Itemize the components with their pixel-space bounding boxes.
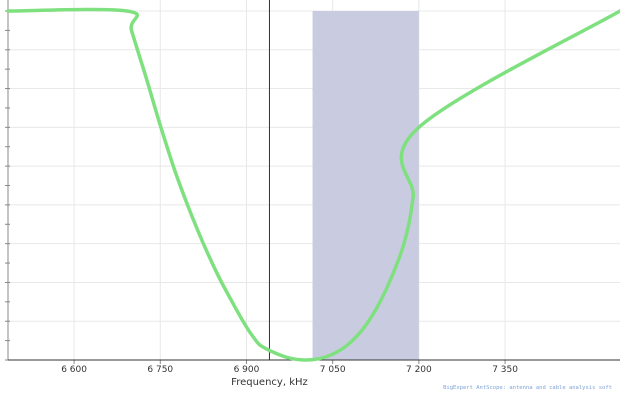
axes [5,0,620,364]
x-tick-label: 6 600 [61,365,87,375]
highlight-band [312,11,419,360]
series-line-swr [6,7,620,362]
watermark-text: BigExpert AntScope: antenna and cable an… [443,385,612,391]
x-tick-label: 6 900 [234,365,260,375]
x-tick-label: 7 050 [320,365,346,375]
x-axis-title: Frequency, kHz [231,377,308,388]
x-tick-label: 6 750 [147,365,173,375]
x-tick-label: 7 200 [406,365,432,375]
x-tick-label: 7 350 [492,365,518,375]
x-tick-labels: 6 600 6 750 6 900 7 050 7 200 7 350 [61,365,518,375]
